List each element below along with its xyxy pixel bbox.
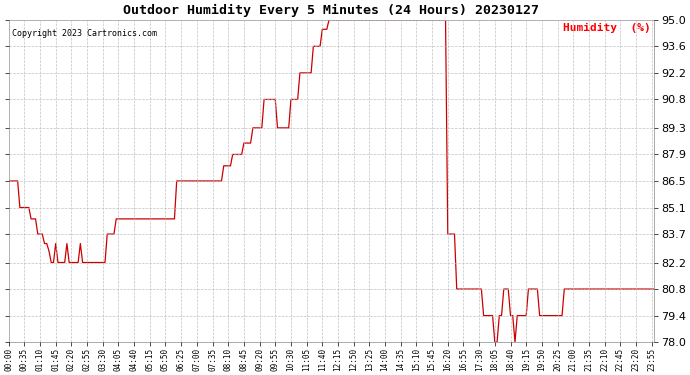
Title: Outdoor Humidity Every 5 Minutes (24 Hours) 20230127: Outdoor Humidity Every 5 Minutes (24 Hou… xyxy=(124,4,540,17)
Text: Humidity  (%): Humidity (%) xyxy=(563,23,651,33)
Text: Copyright 2023 Cartronics.com: Copyright 2023 Cartronics.com xyxy=(12,30,157,39)
